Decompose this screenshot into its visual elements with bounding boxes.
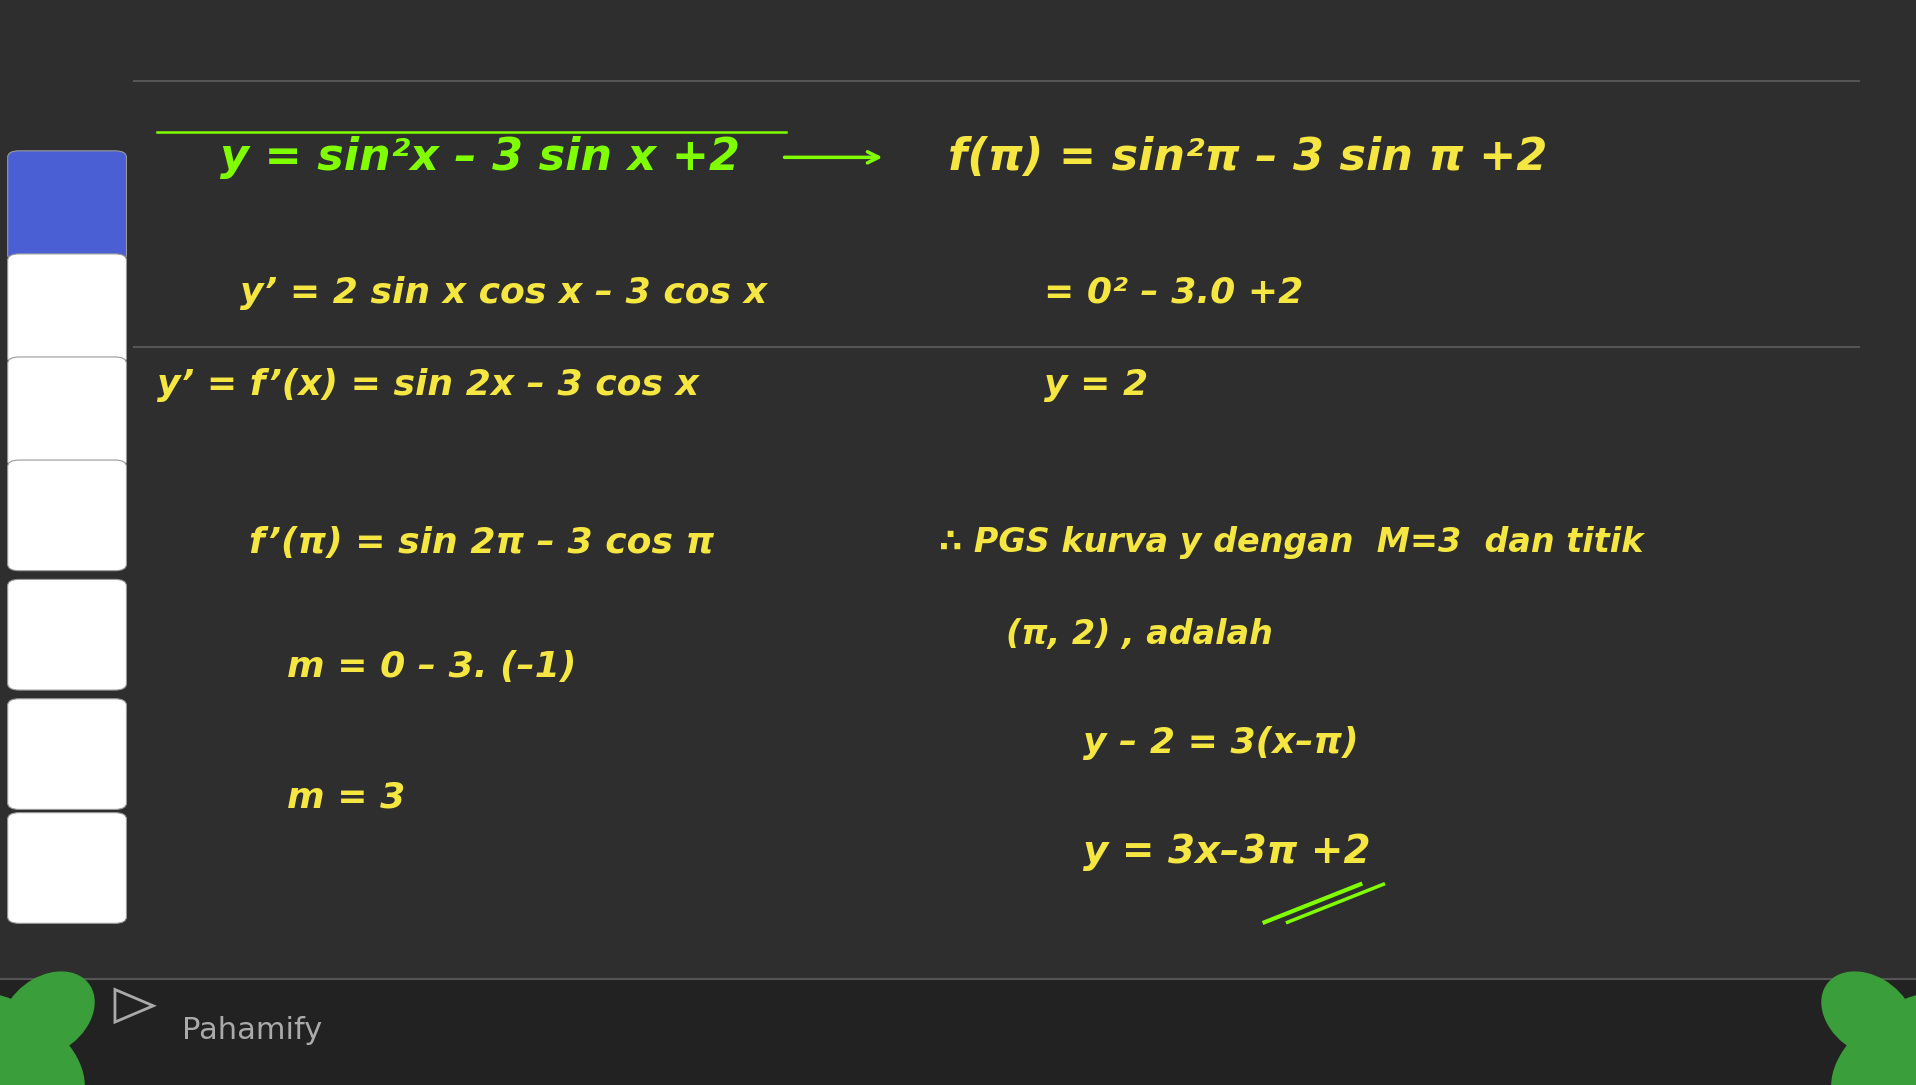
Ellipse shape: [1859, 993, 1916, 1047]
FancyBboxPatch shape: [8, 357, 126, 468]
Bar: [0, 979, 1916, 1085]
Ellipse shape: [1832, 1006, 1916, 1085]
Text: y’ = 2 sin x cos x – 3 cos x: y’ = 2 sin x cos x – 3 cos x: [240, 276, 766, 310]
Ellipse shape: [1822, 972, 1914, 1057]
Text: f(π) = sin²π – 3 sin π +2: f(π) = sin²π – 3 sin π +2: [948, 136, 1548, 179]
Text: y – 2 = 3(x–π): y – 2 = 3(x–π): [1083, 726, 1358, 761]
FancyBboxPatch shape: [8, 699, 126, 809]
Text: y’ = f’(x) = sin 2x – 3 cos x: y’ = f’(x) = sin 2x – 3 cos x: [157, 368, 699, 403]
Text: m = 0 – 3. (–1): m = 0 – 3. (–1): [287, 650, 577, 685]
Text: y = 2: y = 2: [1044, 368, 1148, 403]
Ellipse shape: [0, 993, 57, 1047]
Text: (π, 2) , adalah: (π, 2) , adalah: [1006, 618, 1272, 651]
Text: y = 3x–3π +2: y = 3x–3π +2: [1083, 832, 1370, 871]
Text: ∴ PGS kurva y dengan  M=3  dan titik: ∴ PGS kurva y dengan M=3 dan titik: [939, 526, 1644, 559]
FancyBboxPatch shape: [8, 813, 126, 923]
FancyBboxPatch shape: [8, 254, 126, 365]
FancyBboxPatch shape: [8, 460, 126, 571]
Text: m = 3: m = 3: [287, 780, 406, 815]
FancyBboxPatch shape: [8, 151, 126, 261]
Ellipse shape: [2, 972, 94, 1057]
FancyBboxPatch shape: [8, 579, 126, 690]
Text: Pahamify: Pahamify: [182, 1017, 322, 1045]
Text: = 0² – 3.0 +2: = 0² – 3.0 +2: [1044, 276, 1303, 310]
Text: y = sin²x – 3 sin x +2: y = sin²x – 3 sin x +2: [220, 136, 740, 179]
Text: f’(π) = sin 2π – 3 cos π: f’(π) = sin 2π – 3 cos π: [249, 525, 715, 560]
Ellipse shape: [0, 1006, 84, 1085]
